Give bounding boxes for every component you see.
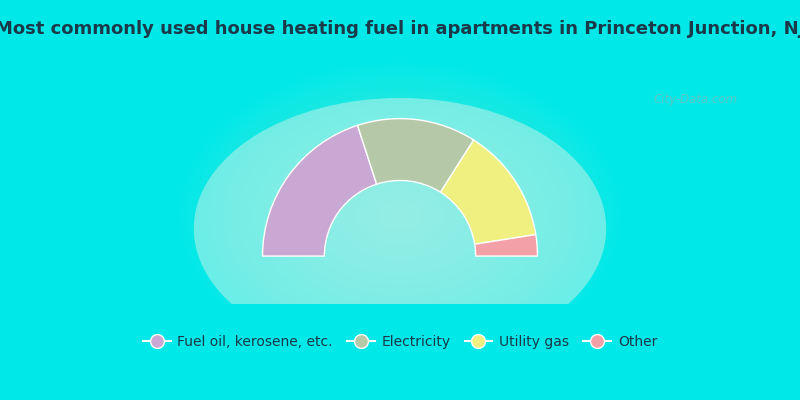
Wedge shape [262, 125, 377, 256]
Text: City-Data.com: City-Data.com [654, 94, 738, 106]
Ellipse shape [194, 98, 606, 359]
Legend: Fuel oil, kerosene, etc., Electricity, Utility gas, Other: Fuel oil, kerosene, etc., Electricity, U… [137, 330, 663, 355]
Wedge shape [441, 140, 536, 244]
Wedge shape [474, 234, 538, 256]
Text: Most commonly used house heating fuel in apartments in Princeton Junction, NJ: Most commonly used house heating fuel in… [0, 20, 800, 38]
Wedge shape [358, 119, 474, 192]
